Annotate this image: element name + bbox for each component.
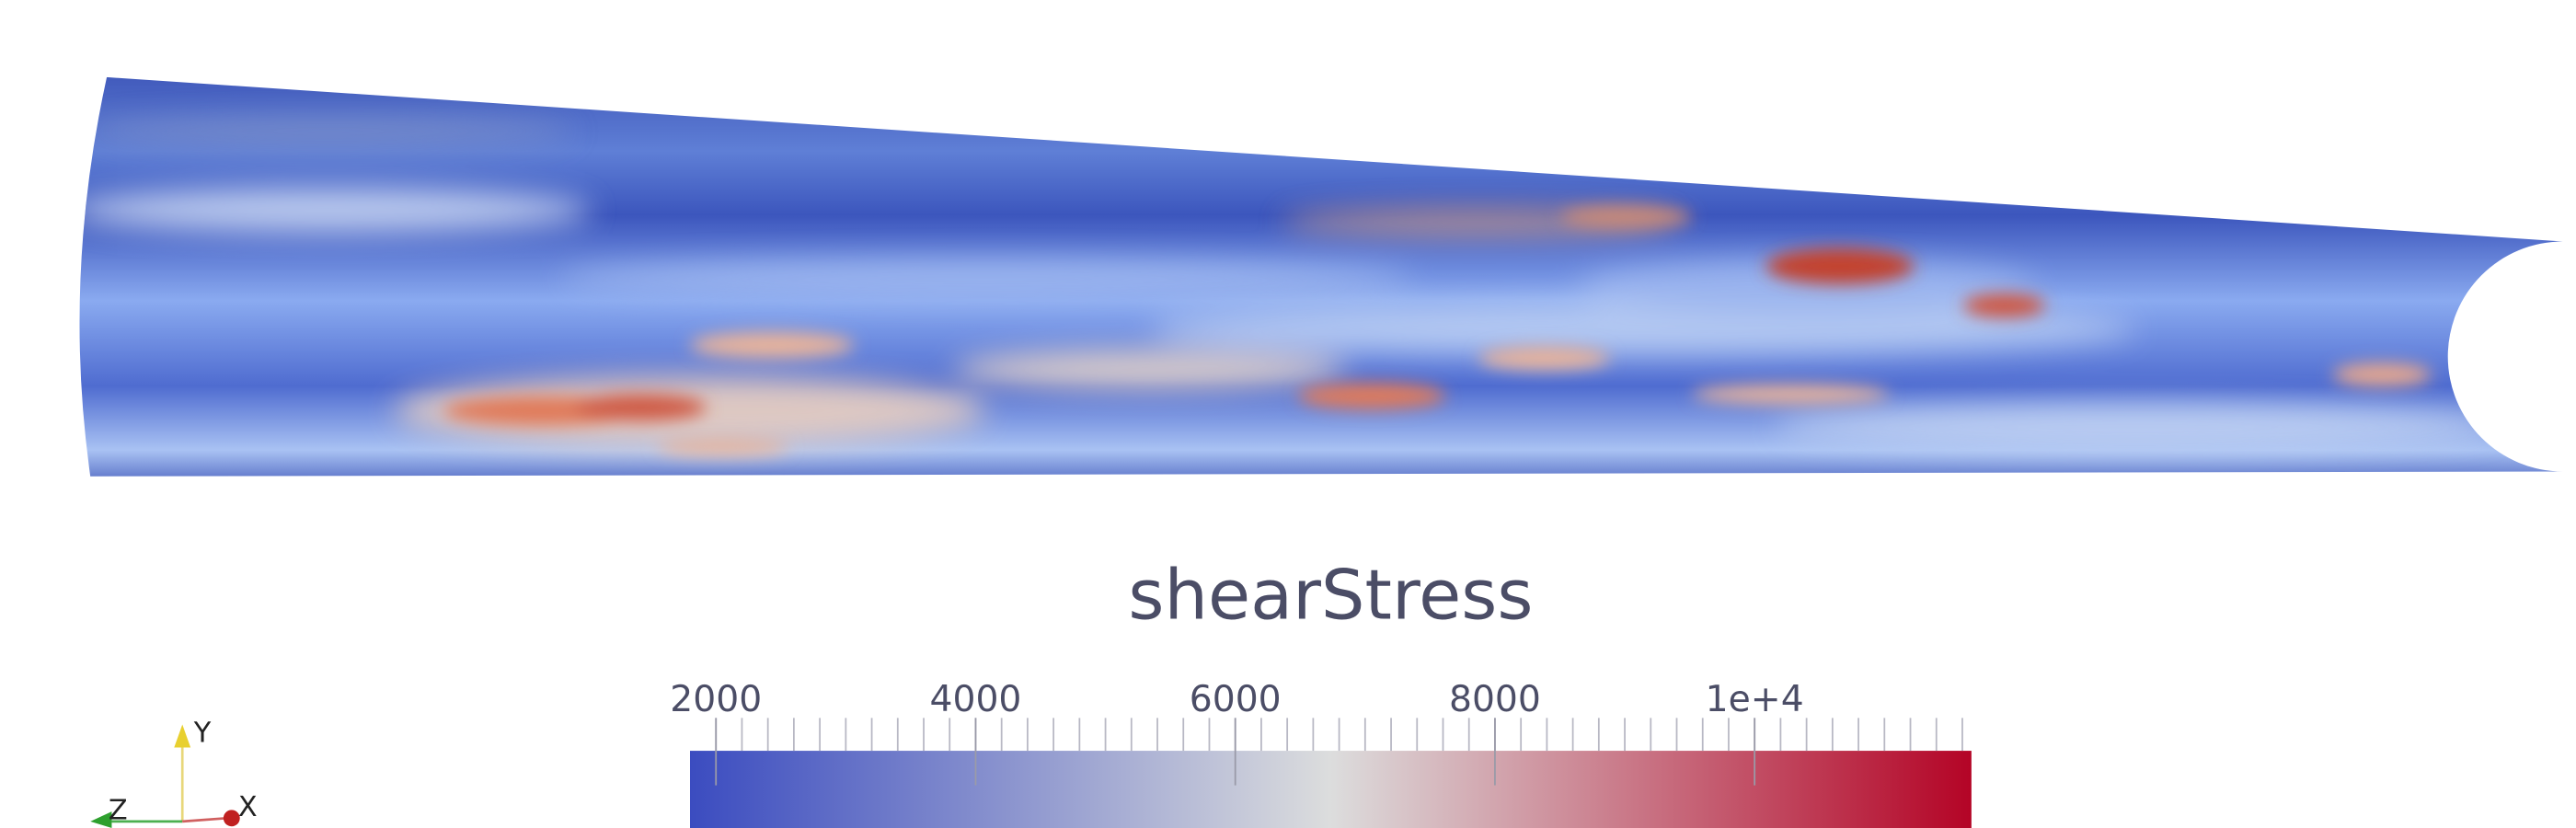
colorbar: 2000 4000 6000 8000 1e+4 (670, 679, 1972, 828)
colorbar-bar (690, 751, 1972, 828)
tube-surface (79, 76, 2563, 477)
colorbar-title: shearStress (1128, 554, 1533, 635)
axis-label: Z (109, 795, 128, 827)
axis-label: Y (193, 718, 212, 750)
colorbar-tick-label: 8000 (1449, 679, 1541, 720)
colorbar-tick-label: 6000 (1190, 679, 1282, 720)
orientation-axes: Y Z X (90, 718, 258, 828)
colorbar-tick-label: 2000 (670, 679, 762, 720)
axis-label: X (238, 791, 258, 823)
colorbar-tick-label: 1e+4 (1706, 679, 1804, 720)
colorbar-tick-label: 4000 (929, 679, 1021, 720)
